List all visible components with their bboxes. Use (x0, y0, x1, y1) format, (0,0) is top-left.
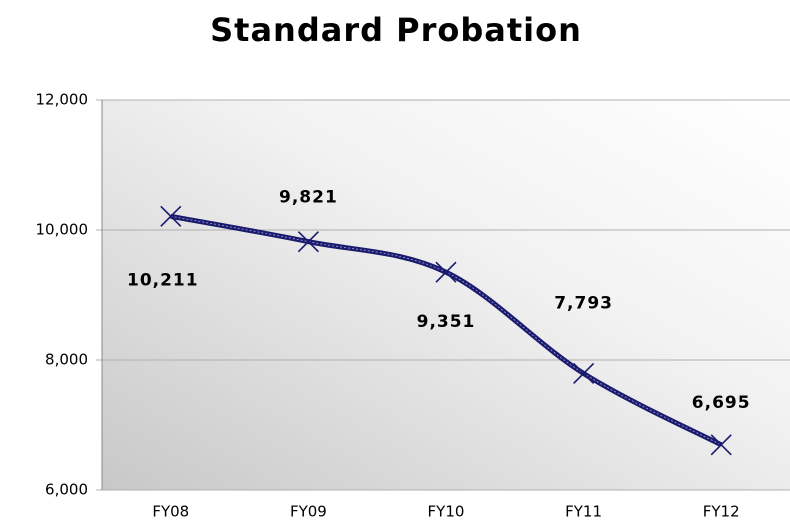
marker (160, 205, 182, 227)
plot-area (102, 100, 790, 490)
y-tick-label: 10,000 (36, 221, 89, 239)
data-label: 9,821 (279, 188, 338, 208)
marker (573, 362, 595, 385)
data-label: 9,351 (417, 312, 476, 332)
marker (710, 434, 732, 456)
x-tick-label: FY09 (290, 503, 327, 521)
series-line-highlight (170, 215, 722, 446)
marker (435, 261, 457, 283)
marker (297, 231, 319, 253)
y-tick-label: 6,000 (45, 481, 88, 499)
x-tick-label: FY08 (152, 503, 189, 521)
x-tick-label: FY12 (703, 503, 740, 521)
data-label: 10,211 (127, 270, 199, 290)
x-tick-label: FY11 (565, 503, 602, 521)
x-tick-label: FY10 (428, 503, 465, 521)
data-label: 7,793 (554, 293, 613, 313)
y-tick-label: 8,000 (45, 351, 88, 369)
data-label: 6,695 (692, 393, 751, 413)
y-tick-label: 12,000 (36, 91, 89, 109)
chart-title: Standard Probation (210, 11, 582, 49)
